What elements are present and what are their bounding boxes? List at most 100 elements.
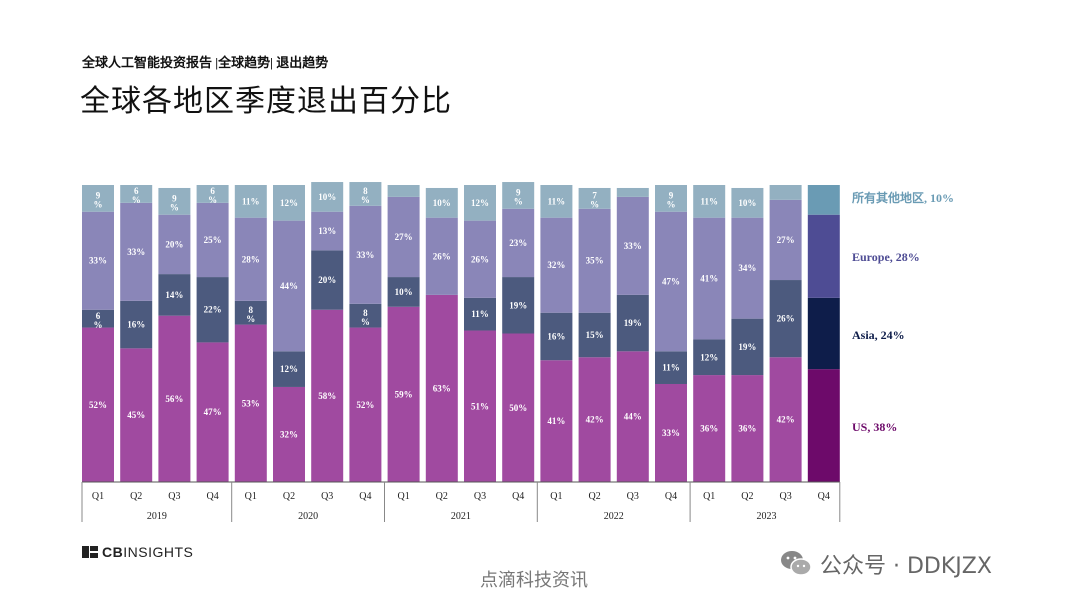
bar-segment-europe <box>540 217 573 313</box>
wechat-watermark: 公众号 · DDKJZX <box>780 548 992 580</box>
data-label-europe: 27% <box>777 235 795 245</box>
bar-segment-us <box>425 294 458 482</box>
bar-segment-asia <box>693 339 726 376</box>
data-label-asia: 19% <box>509 300 527 310</box>
bar-segment-europe <box>120 202 153 301</box>
data-label-others: 10% <box>318 192 336 202</box>
bar-segment-europe <box>196 202 229 278</box>
bar-segment-europe <box>82 211 114 310</box>
x-tick-label: Q2 <box>741 491 753 502</box>
data-label-others: 7% <box>590 191 599 210</box>
bar-segment-others <box>540 185 573 218</box>
bar-segment-others <box>196 185 229 203</box>
bar-segment-europe <box>578 208 611 313</box>
bar-segment-asia <box>464 297 496 331</box>
x-tick-label: Q3 <box>321 491 333 502</box>
bar-segment-others <box>693 185 726 218</box>
data-label-europe: 25% <box>204 235 222 245</box>
bar-segment-others <box>387 185 420 197</box>
data-label-asia: 6% <box>94 311 103 330</box>
bar-segment-asia <box>349 303 382 328</box>
data-label-others: 10% <box>433 198 451 208</box>
data-label-us: 58% <box>318 391 336 401</box>
bar-segment-others <box>502 182 535 209</box>
data-label-europe: 27% <box>395 232 413 242</box>
bar-segment-us <box>464 330 496 482</box>
bar-segment-europe <box>158 214 191 275</box>
data-label-asia: 12% <box>700 352 718 362</box>
data-label-us: 50% <box>509 403 527 413</box>
annual-share-segment-europe <box>807 214 840 298</box>
data-label-others: 12% <box>471 198 489 208</box>
bar-segment-us <box>82 327 114 482</box>
bar-segment-europe <box>616 196 649 295</box>
bar-segment-asia <box>616 294 649 352</box>
x-tick-label: Q3 <box>168 491 180 502</box>
data-label-asia: 8% <box>246 305 255 324</box>
cb-insights-logo: CBINSIGHTS <box>82 544 193 560</box>
bar-segment-us <box>120 348 153 482</box>
bar-segment-europe <box>464 220 496 298</box>
data-label-europe: 13% <box>318 226 336 236</box>
data-label-others: 8% <box>361 186 370 205</box>
bar-segment-others <box>655 185 687 212</box>
bar-segment-asia <box>769 280 802 358</box>
report-subtitle: 全球人工智能投资报告 |全球趋势| 退出趋势 <box>82 55 329 70</box>
data-label-asia: 12% <box>280 364 298 374</box>
bar-segment-us <box>731 375 764 482</box>
x-tick-label: Q2 <box>283 491 295 502</box>
x-tick-label: Q4 <box>359 491 371 502</box>
data-label-us: 47% <box>204 407 222 417</box>
bar-segment-europe <box>234 217 267 301</box>
year-label: 2022 <box>604 511 624 522</box>
wechat-label: 公众号 · DDKJZX <box>820 554 992 579</box>
bar-segment-others <box>311 182 344 212</box>
x-tick-label: Q2 <box>588 491 600 502</box>
data-label-europe: 41% <box>700 274 718 284</box>
year-label: 2021 <box>451 511 471 522</box>
data-label-us: 42% <box>586 415 604 425</box>
bar-segment-asia <box>578 312 611 358</box>
bar-segment-us <box>502 333 535 482</box>
bar-segment-others <box>273 185 305 221</box>
data-label-us: 44% <box>624 412 642 422</box>
data-label-us: 59% <box>395 389 413 399</box>
bar-segment-us <box>158 315 191 482</box>
data-label-us: 36% <box>700 424 718 434</box>
bar-segment-us <box>234 324 267 482</box>
data-label-asia: 19% <box>624 318 642 328</box>
bar-segment-asia <box>502 277 535 334</box>
data-label-us: 52% <box>356 400 374 410</box>
annual-share-segment-us <box>807 369 840 482</box>
bar-segment-others <box>425 187 458 218</box>
bar-segment-others <box>578 187 611 209</box>
x-tick-label: Q1 <box>550 491 562 502</box>
legend-label-europe: Europe, 28% <box>852 250 920 264</box>
data-label-asia: 16% <box>547 331 565 341</box>
data-label-asia: 15% <box>586 330 604 340</box>
data-label-europe: 34% <box>738 263 756 273</box>
data-label-us: 33% <box>662 428 680 438</box>
data-label-asia: 8% <box>361 308 370 327</box>
bar-segment-asia <box>158 274 191 316</box>
data-label-others: 9% <box>667 191 676 210</box>
bar-segment-europe <box>769 199 802 281</box>
bar-segment-us <box>693 375 726 482</box>
data-label-asia: 22% <box>204 305 222 315</box>
bar-segment-asia <box>234 300 267 325</box>
data-label-others: 11% <box>242 196 260 206</box>
data-label-europe: 44% <box>280 281 298 291</box>
data-label-europe: 20% <box>165 239 183 249</box>
bar-segment-others <box>731 187 764 218</box>
data-label-europe: 28% <box>242 254 260 264</box>
bar-segment-others <box>769 185 802 200</box>
data-label-others: 6% <box>132 186 141 205</box>
bar-segment-europe <box>425 217 458 295</box>
data-label-europe: 26% <box>471 254 489 264</box>
bar-segment-asia <box>655 351 687 384</box>
x-tick-label: Q1 <box>92 491 104 502</box>
cb-insights-logo-mark <box>82 546 98 558</box>
source-footer: 点滴科技资讯 <box>480 570 588 591</box>
bar-segment-us <box>349 327 382 482</box>
